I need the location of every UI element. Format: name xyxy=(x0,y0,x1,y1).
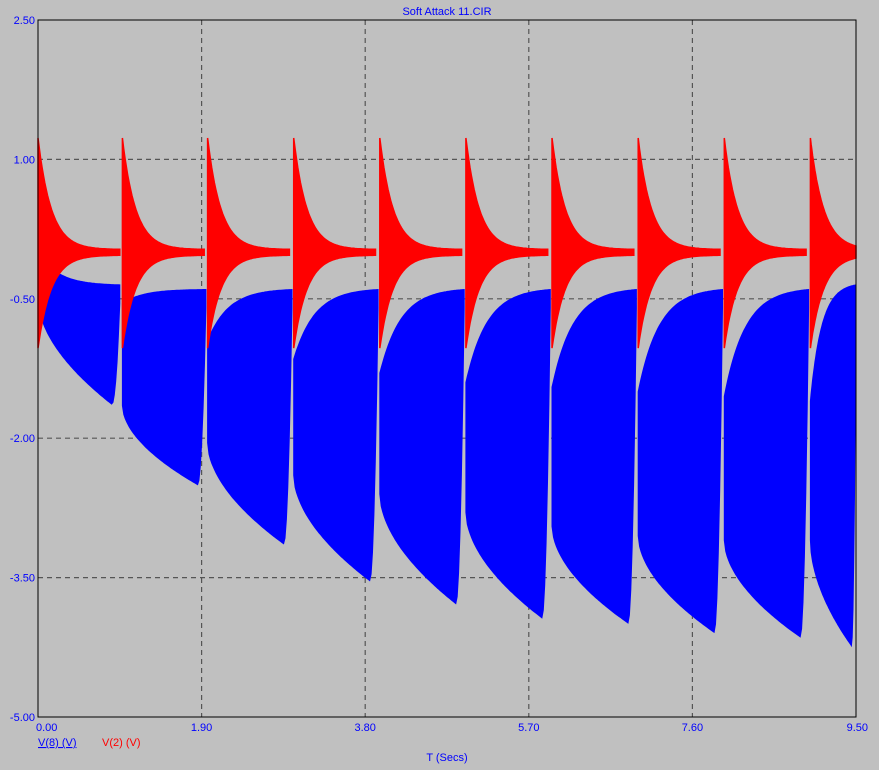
legend-v2[interactable]: V(2) (V) xyxy=(102,737,141,749)
v8-burst-6 xyxy=(551,288,637,624)
x-tick-label: 9.50 xyxy=(847,722,868,734)
v8-burst-4 xyxy=(379,288,465,605)
y-tick-label: -5.00 xyxy=(10,712,35,724)
x-tick-label: 1.90 xyxy=(191,722,212,734)
v8-burst-2 xyxy=(207,288,293,545)
series-v2 xyxy=(37,137,857,349)
v8-burst-1 xyxy=(121,289,207,486)
x-tick-label: 7.60 xyxy=(682,722,703,734)
plot-frame xyxy=(37,19,857,718)
y-tick-label: 1.00 xyxy=(14,154,35,166)
series-v8 xyxy=(37,250,857,648)
legend-v8[interactable]: V(8) (V) xyxy=(38,737,77,749)
v8-burst-7 xyxy=(637,288,723,634)
v2-burst-7 xyxy=(637,137,721,349)
x-tick-label: 0.00 xyxy=(36,722,57,734)
v2-burst-5 xyxy=(465,137,549,349)
v2-burst-1 xyxy=(121,137,205,349)
v2-burst-3 xyxy=(292,137,377,349)
v2-burst-4 xyxy=(379,137,463,349)
x-axis-label: T (Secs) xyxy=(426,752,467,764)
v8-burst-0 xyxy=(37,250,121,405)
y-tick-label: -3.50 xyxy=(10,573,35,585)
v8-burst-9 xyxy=(809,284,857,648)
x-tick-label: 3.80 xyxy=(354,722,375,734)
y-tick-label: -0.50 xyxy=(10,294,35,306)
v2-burst-2 xyxy=(206,137,291,349)
v8-burst-5 xyxy=(465,288,551,619)
v2-burst-0 xyxy=(37,137,121,349)
v8-burst-8 xyxy=(723,288,810,638)
v8-burst-3 xyxy=(293,288,379,582)
y-tick-label: -2.00 xyxy=(10,433,35,445)
v2-burst-8 xyxy=(723,137,807,349)
x-tick-labels: 0.00 1.90 3.80 5.70 7.60 9.50 xyxy=(36,722,868,734)
y-tick-labels: 2.50 1.00 -0.50 -2.00 -3.50 -5.00 xyxy=(10,15,35,724)
x-tick-label: 5.70 xyxy=(518,722,539,734)
v2-burst-6 xyxy=(551,137,635,349)
y-tick-label: 2.50 xyxy=(14,15,35,27)
chart-title: Soft Attack 11.CIR xyxy=(402,6,491,18)
